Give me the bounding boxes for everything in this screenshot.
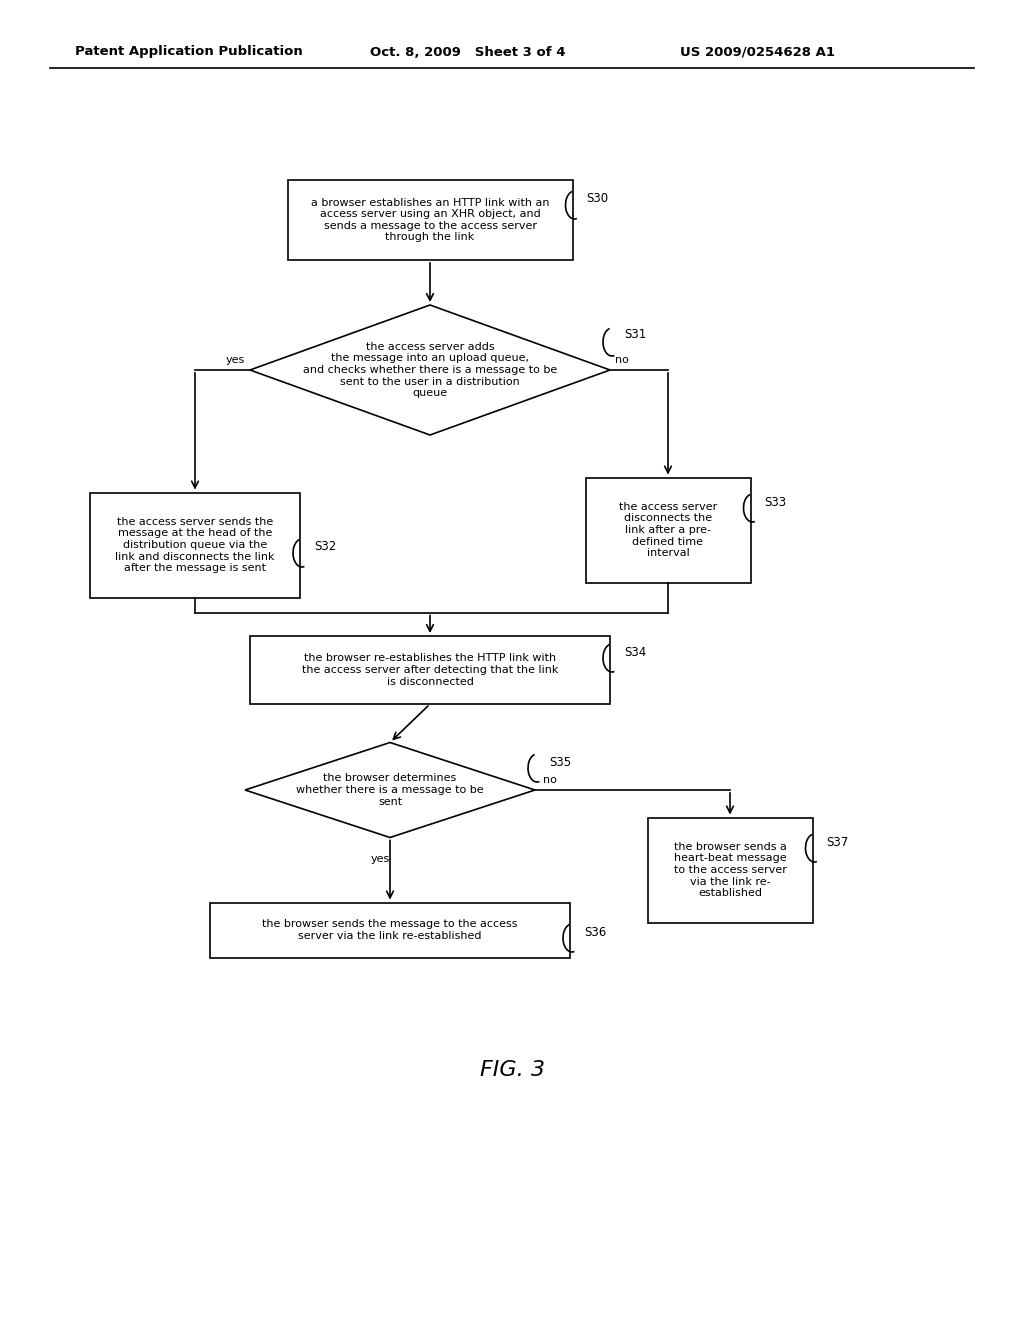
Text: S36: S36 [584,925,606,939]
Text: S34: S34 [624,645,646,659]
Text: S33: S33 [765,495,786,508]
Text: S32: S32 [314,540,336,553]
Text: S37: S37 [826,836,849,849]
Text: yes: yes [225,355,245,366]
Text: no: no [615,355,629,366]
Polygon shape [250,305,610,436]
Text: S30: S30 [587,191,608,205]
Bar [90,492,300,598]
Text: the browser re-establishes the HTTP link with
the access server after detecting : the browser re-establishes the HTTP link… [302,653,558,686]
Text: yes: yes [371,854,389,865]
Text: Oct. 8, 2009   Sheet 3 of 4: Oct. 8, 2009 Sheet 3 of 4 [370,45,565,58]
Text: S35: S35 [549,755,571,768]
Text: the access server
disconnects the
link after a pre-
defined time
interval: the access server disconnects the link a… [618,502,717,558]
Polygon shape [245,742,535,837]
Bar [647,817,812,923]
Bar [210,903,570,957]
Text: Patent Application Publication: Patent Application Publication [75,45,303,58]
Text: the browser sends a
heart-beat message
to the access server
via the link re-
est: the browser sends a heart-beat message t… [674,842,786,898]
Bar [288,180,572,260]
Text: a browser establishes an HTTP link with an
access server using an XHR object, an: a browser establishes an HTTP link with … [310,198,549,243]
Text: the browser sends the message to the access
server via the link re-established: the browser sends the message to the acc… [262,919,518,941]
Text: the access server sends the
message at the head of the
distribution queue via th: the access server sends the message at t… [116,517,274,573]
Text: S31: S31 [624,329,646,342]
Text: US 2009/0254628 A1: US 2009/0254628 A1 [680,45,835,58]
Text: the browser determines
whether there is a message to be
sent: the browser determines whether there is … [296,774,483,807]
Bar [250,636,610,704]
Text: FIG. 3: FIG. 3 [479,1060,545,1080]
Text: no: no [543,775,557,785]
Text: the access server adds
the message into an upload queue,
and checks whether ther: the access server adds the message into … [303,342,557,399]
Bar [586,478,751,582]
